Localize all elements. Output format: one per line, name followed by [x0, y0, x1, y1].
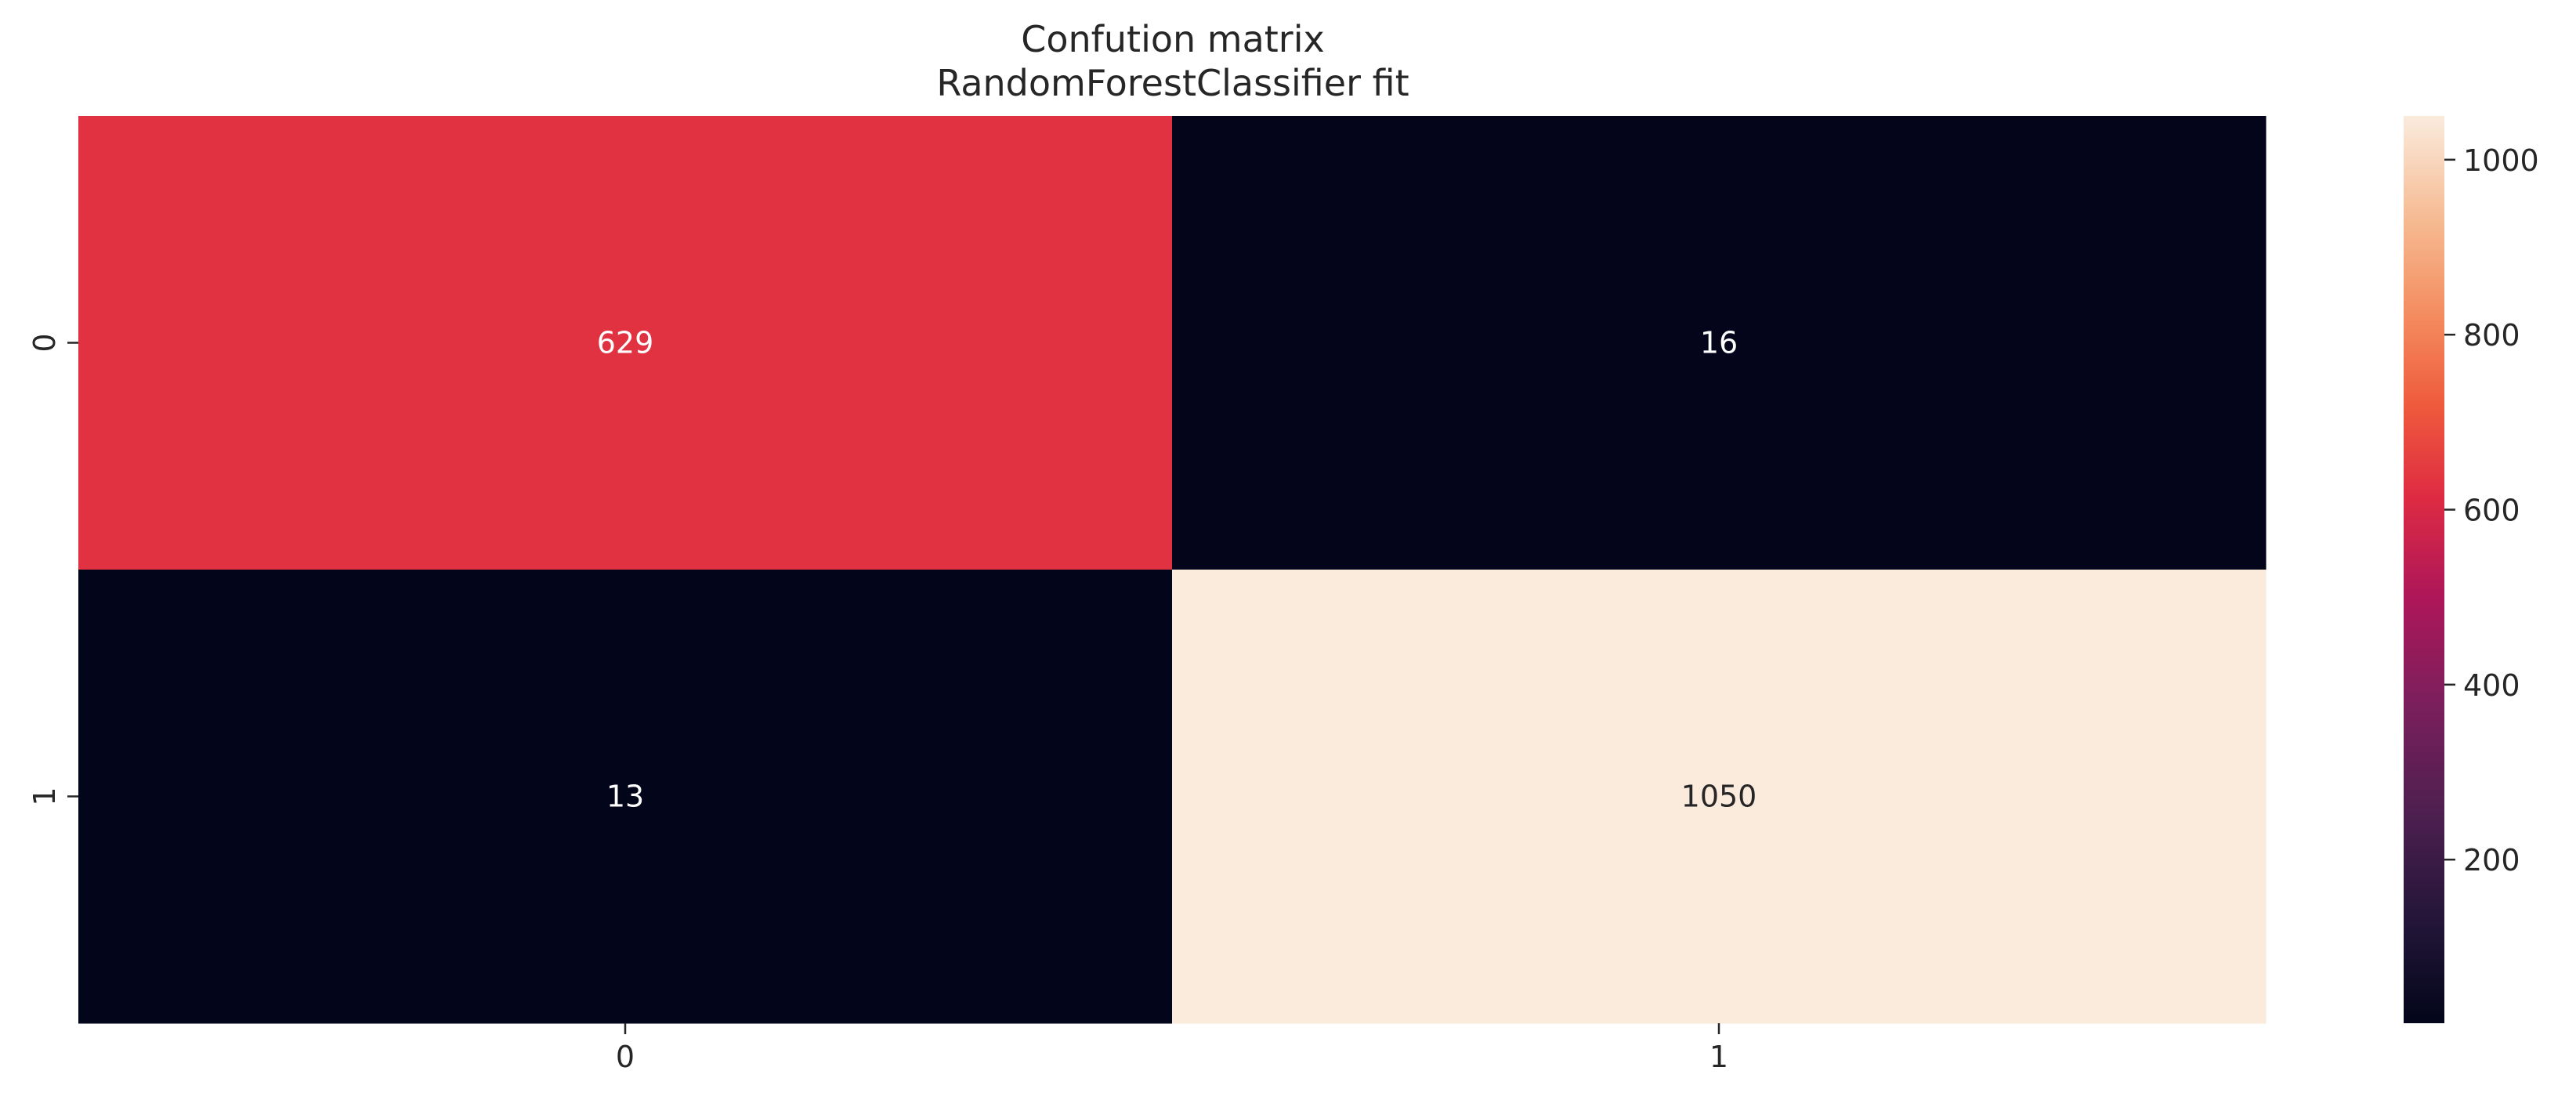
x-tick-label-1: 1	[1709, 1040, 1728, 1074]
colorbar-tick-label-4: 1000	[2463, 143, 2539, 178]
colorbar-ticks: 200 400 600 800 1000	[2444, 143, 2539, 877]
y-tick-label-0: 0	[27, 333, 62, 352]
cell-value-0-0: 629	[597, 326, 654, 360]
cell-value-1-1: 1050	[1681, 780, 1757, 814]
y-axis-ticks: 01	[27, 333, 78, 806]
heatmap-cell-1-0	[78, 570, 1173, 1024]
heatmap-cell-labels: 629 16 13 1050	[597, 326, 1757, 814]
colorbar	[2404, 116, 2444, 1023]
colorbar-tick-label-2: 600	[2463, 494, 2520, 528]
heatmap-cell-1-1	[1172, 570, 2267, 1024]
heatmap-cell-0-1	[1172, 116, 2267, 570]
chart-subtitle: RandomForestClassifier fit	[936, 62, 1409, 104]
colorbar-tick-label-1: 400	[2463, 668, 2520, 703]
heatmap-cells	[78, 116, 2267, 1024]
cell-value-1-0: 13	[606, 780, 644, 814]
x-tick-label-0: 0	[616, 1040, 635, 1074]
colorbar-tick-label-3: 800	[2463, 318, 2520, 353]
colorbar-tick-label-0: 200	[2463, 843, 2520, 877]
chart-title: Confution matrix	[1021, 18, 1324, 60]
y-tick-label-1: 1	[27, 787, 62, 805]
heatmap-cell-0-0	[78, 116, 1173, 570]
cell-value-0-1: 16	[1700, 326, 1738, 360]
